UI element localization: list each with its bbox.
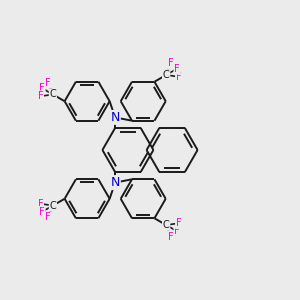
Text: C: C [50,89,56,100]
Text: F: F [39,207,45,217]
Text: F: F [174,226,180,236]
Text: F: F [39,83,45,93]
Text: F: F [174,64,180,74]
Text: F: F [38,199,43,209]
Text: N: N [110,111,120,124]
Text: C: C [50,200,56,211]
Text: F: F [45,212,51,222]
Text: F: F [176,218,182,228]
Text: F: F [168,232,174,242]
Text: F: F [45,78,51,88]
Text: C: C [163,70,169,80]
Text: F: F [176,72,182,82]
Text: F: F [38,91,43,101]
Text: F: F [168,58,174,68]
Text: C: C [163,220,169,230]
Text: N: N [110,176,120,189]
